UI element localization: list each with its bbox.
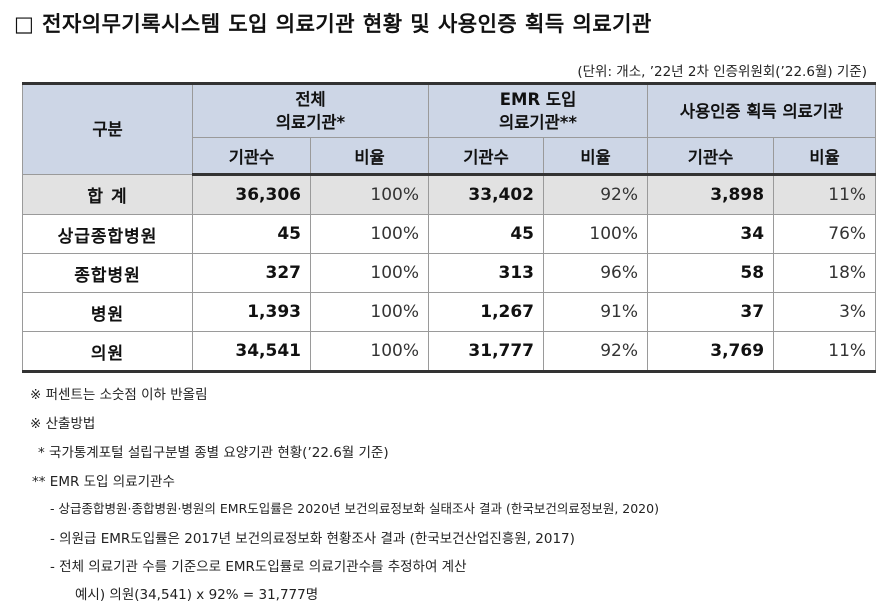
footnote: - 전체 의료기관 수를 기준으로 EMR도입률로 의료기관수를 추정하여 계산	[50, 559, 467, 575]
row-label: 병원	[22, 292, 193, 332]
row-label: 상급종합병원	[22, 214, 193, 254]
subheader-ratio: 비율	[309, 137, 430, 176]
subheader-count: 기관수	[428, 137, 545, 176]
group-header-line1: 전체	[295, 90, 326, 109]
cell-count: 34,541	[192, 331, 311, 373]
subheader-ratio: 비율	[773, 137, 877, 176]
cell-count: 45	[428, 214, 545, 254]
group-header-emr: EMR 도입 의료기관**	[428, 82, 649, 138]
footnote: ** EMR 도입 의료기관수	[32, 474, 175, 490]
cell-ratio: 91%	[543, 292, 649, 332]
cell-count: 58	[647, 253, 775, 293]
cell-count: 3,769	[647, 331, 775, 373]
emr-status-table: 구분 전체 의료기관* EMR 도입 의료기관** 사용인증 획득 의료기관 기…	[22, 82, 877, 373]
cell-count: 1,267	[428, 292, 545, 332]
group-header-line1: 사용인증 획득 의료기관	[679, 101, 844, 121]
cell-ratio: 100%	[309, 174, 430, 215]
group-header-line1: EMR 도입	[499, 90, 577, 109]
cell-count: 37	[647, 292, 775, 332]
table-row: 상급종합병원 45 100% 45 100% 34 76%	[22, 214, 877, 254]
cell-ratio: 3%	[773, 292, 877, 332]
group-header-line2: 의료기관**	[499, 113, 578, 132]
table-row-total: 합 계 36,306 100% 33,402 92% 3,898 11%	[22, 174, 877, 215]
cell-count: 45	[192, 214, 311, 254]
cell-count: 33,402	[428, 174, 545, 215]
cell-ratio: 11%	[773, 331, 877, 373]
document-title: □ 전자의무기록시스템 도입 의료기관 현황 및 사용인증 획득 의료기관	[14, 12, 652, 36]
cell-count: 31,777	[428, 331, 545, 373]
unit-note: (단위: 개소, ’22년 2차 인증위원회(’22.6월) 기준)	[577, 64, 867, 80]
cell-ratio: 100%	[309, 331, 430, 373]
footnote: ※ 퍼센트는 소숫점 이하 반올림	[30, 387, 208, 403]
row-label: 의원	[22, 331, 193, 373]
category-header: 구분	[22, 82, 193, 175]
cell-ratio: 92%	[543, 331, 649, 373]
cell-ratio: 76%	[773, 214, 877, 254]
cell-ratio: 100%	[309, 292, 430, 332]
subheader-count: 기관수	[192, 137, 311, 176]
cell-ratio: 92%	[543, 174, 649, 215]
subheader-ratio: 비율	[543, 137, 649, 176]
cell-ratio: 18%	[773, 253, 877, 293]
footnote: - 상급종합병원·종합병원·병원의 EMR도입률은 2020년 보건의료정보화 …	[50, 501, 659, 516]
footnote: * 국가통계포털 설립구분별 종별 요양기관 현황(’22.6월 기준)	[38, 445, 389, 461]
cell-ratio: 11%	[773, 174, 877, 215]
cell-ratio: 96%	[543, 253, 649, 293]
cell-ratio: 100%	[309, 214, 430, 254]
subheader-count: 기관수	[647, 137, 775, 176]
cell-count: 313	[428, 253, 545, 293]
footnote: - 의원급 EMR도입률은 2017년 보건의료정보화 현황조사 결과 (한국보…	[50, 531, 575, 547]
table-row: 병원 1,393 100% 1,267 91% 37 3%	[22, 292, 877, 332]
row-label: 합 계	[22, 174, 193, 215]
cell-count: 3,898	[647, 174, 775, 215]
cell-count: 34	[647, 214, 775, 254]
cell-count: 1,393	[192, 292, 311, 332]
table-row: 종합병원 327 100% 313 96% 58 18%	[22, 253, 877, 293]
cell-count: 36,306	[192, 174, 311, 215]
cell-ratio: 100%	[543, 214, 649, 254]
footnote: ※ 산출방법	[30, 416, 96, 432]
table-row: 의원 34,541 100% 31,777 92% 3,769 11%	[22, 331, 877, 373]
footnote: 예시) 의원(34,541) x 92% = 31,777명	[75, 587, 319, 603]
group-header-total: 전체 의료기관*	[191, 82, 430, 138]
cell-ratio: 100%	[309, 253, 430, 293]
group-header-certified: 사용인증 획득 의료기관	[647, 82, 877, 138]
cell-count: 327	[192, 253, 311, 293]
group-header-line2: 의료기관*	[275, 113, 346, 132]
row-label: 종합병원	[22, 253, 193, 293]
